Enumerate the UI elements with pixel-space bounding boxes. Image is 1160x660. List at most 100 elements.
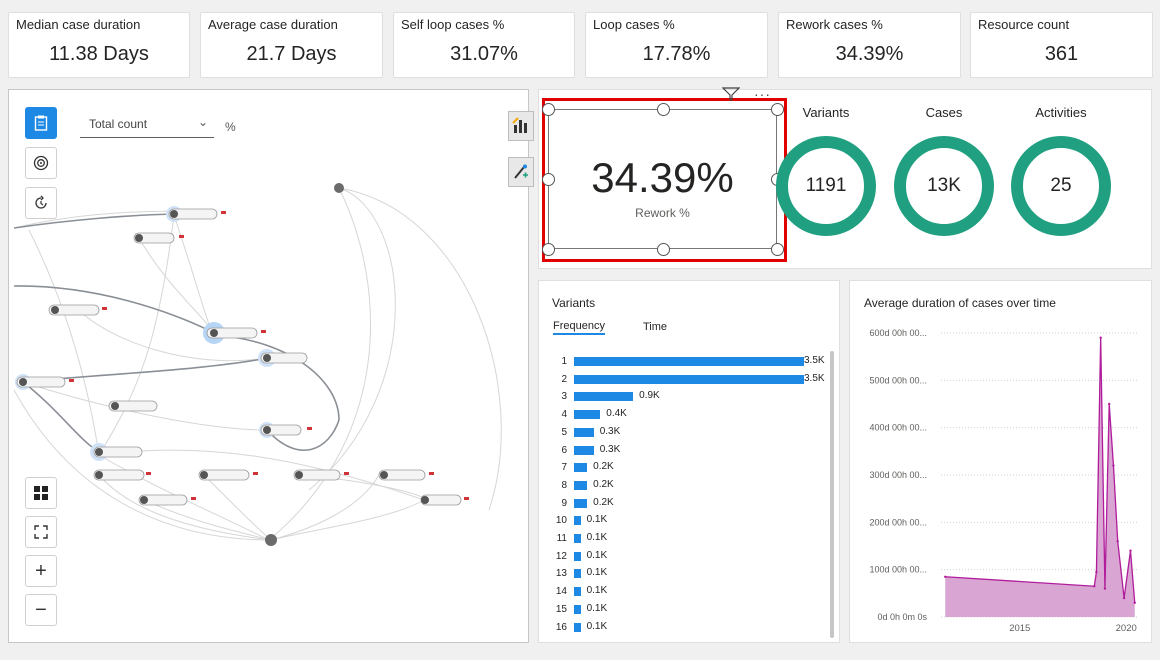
variant-value: 0.1K [586, 620, 608, 632]
grid-layout-icon [34, 486, 48, 500]
resize-handle[interactable] [542, 173, 555, 186]
variant-bar [574, 551, 581, 561]
duration-area [945, 337, 1135, 617]
map-view-button[interactable] [25, 107, 57, 139]
variant-index: 2 [561, 373, 567, 385]
rework-card[interactable]: 34.39% Rework % [548, 109, 777, 249]
variant-bar [574, 427, 594, 437]
variant-value: 0.1K [586, 585, 608, 597]
cases-ring[interactable]: 13K [894, 136, 994, 236]
variant-row[interactable]: 13 0.1K [552, 565, 832, 582]
variant-value: 0.1K [586, 532, 608, 543]
resize-handle[interactable] [771, 243, 784, 256]
duration-point [1095, 570, 1098, 574]
variant-value: 0.1K [586, 602, 608, 614]
kpi-self-loop[interactable]: Self loop cases % 31.07% [393, 12, 575, 78]
variant-index: 15 [555, 603, 567, 615]
kpi-title: Average case duration [208, 17, 338, 32]
variant-row[interactable]: 4 0.4K [552, 406, 832, 423]
tab-frequency[interactable]: Frequency [553, 320, 605, 335]
scrollbar[interactable] [830, 351, 834, 638]
process-map-graph[interactable] [9, 90, 528, 642]
kpi-rework[interactable]: Rework cases % 34.39% [778, 12, 961, 78]
duration-point [1103, 587, 1107, 590]
resize-handle[interactable] [542, 243, 555, 256]
variant-index: 8 [561, 479, 567, 491]
variant-bar [574, 498, 588, 508]
kpi-median-duration[interactable]: Median case duration 11.38 Days [8, 12, 190, 78]
fit-to-screen-button[interactable] [25, 516, 57, 548]
variant-index: 14 [555, 586, 567, 598]
duration-point [1122, 596, 1126, 600]
zoom-in-button[interactable]: + [25, 555, 57, 587]
card-label: Rework % [635, 206, 690, 220]
y-tick-label: 600d 00h 00... [869, 328, 927, 338]
paintbrush-icon [514, 164, 528, 179]
variant-value: 0.3K [599, 443, 621, 455]
variant-bar [574, 516, 581, 526]
variant-row[interactable]: 3 0.9K [552, 388, 832, 405]
variants-ring[interactable]: 1191 [776, 136, 876, 236]
more-options-icon[interactable]: ··· [754, 86, 771, 102]
zoom-out-button[interactable]: − [25, 594, 57, 626]
duration-point [944, 575, 947, 578]
variant-value: 0.3K [599, 425, 621, 437]
variants-panel: Variants Frequency Time [538, 280, 840, 643]
kpi-title: Resource count [978, 17, 1070, 32]
variant-row[interactable]: 6 0.3K [552, 442, 832, 459]
resize-handle[interactable] [657, 103, 670, 116]
variant-row[interactable]: 1 3.5K [552, 353, 832, 370]
variant-row[interactable]: 10 0.1K [552, 512, 832, 529]
kpi-title: Median case duration [16, 17, 141, 32]
x-tick-label: 2015 [1009, 623, 1030, 634]
tab-time[interactable]: Time [643, 321, 668, 333]
variant-row[interactable]: 9 0.2K [552, 495, 832, 512]
ring-value: 25 [1050, 175, 1072, 196]
variant-value: 3.5K [804, 372, 825, 384]
variant-row[interactable]: 14 0.1K [552, 583, 832, 600]
percent-label: % [225, 120, 236, 134]
metric-select[interactable]: Total count ⌄ [80, 111, 214, 138]
variant-index: 4 [561, 409, 567, 421]
variant-value: 0.1K [586, 549, 608, 561]
variant-value: 0.1K [586, 514, 608, 526]
variant-row[interactable]: 8 0.2K [552, 477, 832, 494]
resize-handle[interactable] [771, 103, 784, 116]
variant-row[interactable]: 12 0.1K [552, 548, 832, 565]
frequency-mode-button[interactable] [25, 147, 57, 179]
kpi-resource-count[interactable]: Resource count 361 [970, 12, 1153, 78]
variant-index: 10 [555, 515, 567, 527]
kpi-value: 31.07% [450, 43, 518, 65]
layout-button[interactable] [25, 477, 57, 509]
chevron-down-icon: ⌄ [197, 115, 208, 129]
kpi-title: Loop cases % [593, 17, 675, 32]
variant-row[interactable]: 5 0.3K [552, 424, 832, 441]
plus-icon: + [35, 559, 47, 582]
variant-index: 6 [561, 444, 567, 456]
card-value: 34.39% [591, 154, 734, 201]
kpi-loop[interactable]: Loop cases % 17.78% [585, 12, 768, 78]
activities-ring[interactable]: 25 [1011, 136, 1111, 236]
build-visual-button[interactable] [508, 111, 534, 141]
variant-index: 1 [561, 356, 567, 367]
variant-bar [574, 622, 581, 632]
format-visual-button[interactable] [508, 157, 534, 187]
ring-title: Activities [1035, 105, 1087, 120]
performance-mode-button[interactable] [25, 187, 57, 219]
filter-icon[interactable] [722, 87, 740, 101]
duration-chart[interactable]: 600d 00h 00... 500d 00h 00... 400d 00h 00.… [849, 280, 1152, 643]
variant-row[interactable]: 2 3.5K [552, 371, 832, 388]
kpi-average-duration[interactable]: Average case duration 21.7 Days [200, 12, 383, 78]
resize-handle[interactable] [542, 103, 555, 116]
variant-bar [574, 357, 804, 366]
variant-row[interactable]: 7 0.2K [552, 459, 832, 476]
variant-row[interactable]: 11 0.1K [552, 530, 832, 547]
resize-handle[interactable] [657, 243, 670, 256]
kpi-value: 34.39% [835, 43, 904, 65]
duration-point [1093, 585, 1096, 588]
variant-row[interactable]: 16 0.1K [552, 619, 832, 636]
variant-value: 0.9K [639, 390, 660, 402]
variant-bar [574, 480, 588, 490]
process-map-panel[interactable] [8, 89, 529, 643]
variant-row[interactable]: 15 0.1K [552, 601, 832, 618]
